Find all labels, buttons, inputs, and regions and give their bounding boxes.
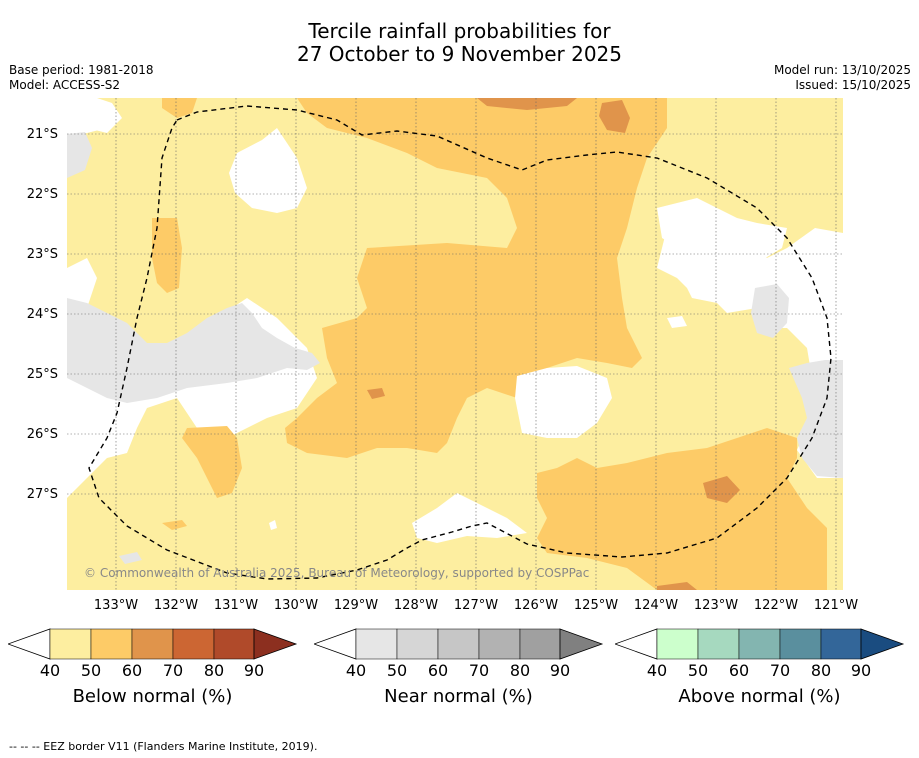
below-normal-60-region — [703, 476, 740, 503]
colorbar-tick: 90 — [549, 661, 571, 680]
lat-label-24s: 24°S — [26, 307, 58, 322]
below-normal-50-region — [152, 218, 182, 293]
lon-label-130w: 130°W — [273, 598, 319, 613]
near-normal-40-region — [789, 360, 843, 478]
below-normal-60-region — [477, 98, 577, 110]
colorbar-swatch — [820, 628, 862, 660]
colorbar-swatch — [131, 628, 174, 660]
near-normal-colorbar — [314, 628, 604, 660]
colorbar-tick: 80 — [203, 661, 225, 680]
no-dominant-category-region — [412, 493, 527, 543]
colorbar-tick: 50 — [386, 661, 408, 680]
lat-label-26s: 26°S — [26, 427, 58, 442]
colorbar-tick: 70 — [468, 661, 490, 680]
colorbar-low-extension — [615, 628, 658, 660]
colorbar-high-extension — [860, 628, 905, 660]
lon-label-124w: 124°W — [633, 598, 679, 613]
below-normal-50-region — [285, 98, 667, 458]
lon-label-131w: 131°W — [213, 598, 259, 613]
lon-label-128w: 128°W — [393, 598, 439, 613]
colorbar-swatch — [779, 628, 822, 660]
issued-date: Issued: 15/10/2025 — [795, 78, 911, 92]
colorbar-high-extension — [559, 628, 604, 660]
no-dominant-category-region — [67, 98, 122, 133]
colorbar-tick: 80 — [810, 661, 832, 680]
lon-label-133w: 133°W — [93, 598, 139, 613]
near-normal-40-region — [119, 552, 142, 564]
colorbar-tick: 80 — [509, 661, 531, 680]
colorbar-swatch — [437, 628, 480, 660]
colorbar-tick: 40 — [345, 661, 367, 680]
lat-label-25s: 25°S — [26, 367, 58, 382]
eez-border — [88, 105, 832, 580]
colorbar-swatch — [478, 628, 521, 660]
no-dominant-category-region — [229, 128, 307, 213]
colorbar-swatch — [656, 628, 699, 660]
map-title-line1: Tercile rainfall probabilities for — [308, 19, 611, 43]
near-normal-40-region — [67, 298, 320, 403]
colorbar-tick: 60 — [427, 661, 449, 680]
colorbar-swatch — [396, 628, 439, 660]
lon-label-132w: 132°W — [153, 598, 199, 613]
rainfall-map — [67, 98, 843, 590]
lon-label-123w: 123°W — [693, 598, 739, 613]
graticule — [67, 98, 843, 590]
colorbar-swatch — [213, 628, 255, 660]
colorbar-tick: 40 — [646, 661, 668, 680]
below-normal-50-region — [537, 428, 827, 590]
colorbar-tick: 50 — [687, 661, 709, 680]
no-dominant-category-region — [269, 520, 277, 530]
no-dominant-category-region — [515, 366, 612, 438]
colorbar-tick: 90 — [850, 661, 872, 680]
below-normal-50-region — [162, 98, 197, 118]
colorbar-swatch — [697, 628, 740, 660]
lon-label-122w: 122°W — [753, 598, 799, 613]
lon-label-121w: 121°W — [813, 598, 859, 613]
lat-label-22s: 22°S — [26, 187, 58, 202]
colorbar-tick: 70 — [162, 661, 184, 680]
colorbar-tick: 90 — [243, 661, 265, 680]
colorbar-tick: 60 — [728, 661, 750, 680]
lat-label-27s: 27°S — [26, 487, 58, 502]
below-normal-60-region — [367, 388, 385, 399]
below-normal-label: Below normal (%) — [72, 686, 233, 707]
lat-label-23s: 23°S — [26, 247, 58, 262]
colorbar-low-extension — [314, 628, 357, 660]
model-name: Model: ACCESS-S2 — [9, 78, 121, 92]
model-run: Model run: 13/10/2025 — [773, 63, 911, 77]
colorbar-low-extension — [8, 628, 51, 660]
near-normal-40-region — [67, 132, 92, 178]
copyright-notice: © Commonwealth of Australia 2025, Bureau… — [84, 566, 590, 580]
colorbar-tick: 50 — [80, 661, 102, 680]
lon-label-125w: 125°W — [573, 598, 619, 613]
no-dominant-category-region — [657, 198, 787, 263]
near-normal-40-region — [751, 284, 789, 338]
colorbar-swatch — [90, 628, 133, 660]
colorbar-tick: 70 — [769, 661, 791, 680]
lon-label-129w: 129°W — [333, 598, 379, 613]
base-period: Base period: 1981-2018 — [9, 63, 154, 77]
below-normal-60-region — [599, 100, 630, 133]
colorbar-high-extension — [253, 628, 298, 660]
lon-label-126w: 126°W — [513, 598, 559, 613]
colorbar-swatch — [172, 628, 215, 660]
below-normal-50-region — [182, 426, 242, 498]
near-normal-label: Near normal (%) — [384, 686, 533, 707]
eez-legend-note: -- -- -- EEZ border V11 (Flanders Marine… — [9, 740, 318, 753]
colorbar-swatch — [49, 628, 92, 660]
map-title-line2: 27 October to 9 November 2025 — [296, 42, 623, 66]
colorbar-swatch — [738, 628, 781, 660]
lon-label-127w: 127°W — [453, 598, 499, 613]
no-dominant-category-region — [667, 316, 687, 328]
above-normal-label: Above normal (%) — [678, 686, 841, 707]
colorbar-tick: 40 — [39, 661, 61, 680]
below-normal-50-region — [162, 520, 187, 530]
lat-label-21s: 21°S — [26, 127, 58, 142]
colorbar-swatch — [519, 628, 561, 660]
colorbar-tick: 60 — [121, 661, 143, 680]
colorbar-swatch — [355, 628, 398, 660]
below-normal-60-region — [657, 582, 697, 590]
above-normal-colorbar — [615, 628, 905, 660]
below-normal-colorbar — [8, 628, 298, 660]
